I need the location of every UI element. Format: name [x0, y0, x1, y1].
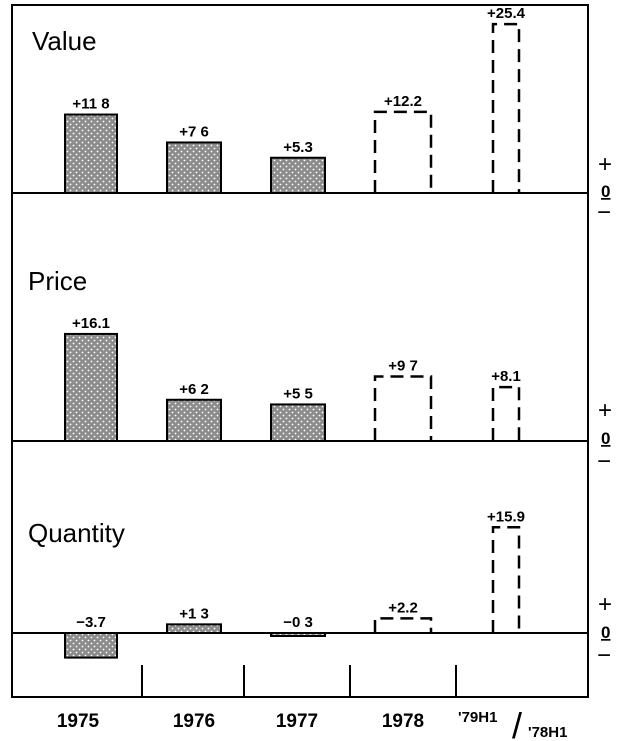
- bar-value: [166, 141, 222, 195]
- x-tick-label-part: '78H1: [528, 724, 567, 741]
- data-label: +1 3: [179, 605, 209, 622]
- x-tick-label: 1977: [276, 711, 318, 732]
- x-tick-label: 1975: [57, 711, 100, 732]
- data-label: +2.2: [388, 599, 418, 616]
- bar-value-estimated: [373, 110, 433, 193]
- bar-price: [166, 398, 222, 442]
- bar-quantity-estimated: [491, 526, 521, 633]
- data-label: +15.9: [487, 508, 525, 525]
- panel-title-value: Value: [32, 26, 97, 56]
- bar-price: [270, 403, 326, 442]
- plus-sign: +: [598, 397, 612, 424]
- data-label: −3.7: [76, 614, 106, 631]
- bar-quantity: [64, 632, 118, 659]
- minus-sign: −: [597, 199, 611, 226]
- x-tick-label: 1978: [382, 711, 424, 732]
- bar-price-estimated: [491, 385, 521, 441]
- bar-quantity-estimated: [373, 617, 433, 633]
- data-label: +6 2: [179, 381, 209, 398]
- data-label: +8.1: [491, 368, 521, 385]
- panel-title-quantity: Quantity: [28, 518, 125, 548]
- bar-value-estimated: [491, 22, 521, 193]
- bars-layer: +11 8 +7 6 +5.3 +12.2 +25.4 +16.1 +6 2 +5 5 +9 7…: [12, 5, 588, 659]
- x-tick-label-part: '79H1: [458, 709, 497, 726]
- bar-price: [64, 332, 118, 442]
- data-label: +9 7: [388, 357, 418, 374]
- x-tick-label-part: /: [512, 705, 522, 741]
- zero-label: 0: [601, 182, 610, 201]
- data-label: −0 3: [283, 614, 313, 631]
- panel-title-price: Price: [28, 266, 87, 296]
- x-tick-label: 1976: [173, 711, 215, 732]
- data-label: +5 5: [283, 385, 313, 402]
- zero-label: 0: [601, 623, 610, 642]
- minus-sign: −: [597, 448, 611, 475]
- data-label: +7 6: [179, 123, 209, 140]
- bar-quantity: [270, 632, 326, 637]
- data-label: +11 8: [72, 96, 109, 113]
- minus-sign: −: [597, 642, 611, 669]
- plus-sign: +: [598, 591, 612, 618]
- chart-frame: [11, 4, 589, 698]
- data-label: +5.3: [283, 139, 313, 156]
- bar-value: [270, 156, 326, 195]
- x-tick-label-period: '79H1 / '78H1: [458, 705, 567, 741]
- data-label: +25.4: [487, 5, 526, 22]
- data-label: +16.1: [72, 315, 110, 332]
- bar-value: [64, 113, 118, 194]
- zero-label: 0: [601, 429, 610, 448]
- bar-quantity: [166, 623, 222, 634]
- plus-sign: +: [598, 151, 612, 178]
- bar-price-estimated: [373, 375, 433, 441]
- data-label: +12.2: [384, 93, 422, 110]
